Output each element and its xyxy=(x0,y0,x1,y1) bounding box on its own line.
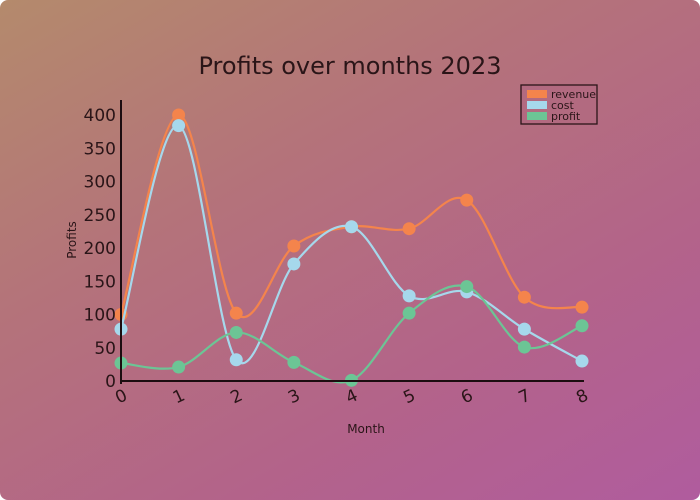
profit-marker xyxy=(229,325,243,339)
legend-swatch-cost xyxy=(527,101,547,109)
cost-marker xyxy=(575,354,589,368)
profit-line xyxy=(119,284,584,384)
profit-marker xyxy=(287,355,301,369)
x-tick-label: 5 xyxy=(400,386,418,409)
x-axis-label: Month xyxy=(347,422,385,436)
revenue-marker xyxy=(287,239,301,253)
y-tick-label: 300 xyxy=(84,173,116,193)
cost-marker xyxy=(402,289,416,303)
x-ticks: 0 1 2 3 4 5 6 7 8 xyxy=(112,386,591,409)
y-tick-label: 50 xyxy=(94,339,116,359)
profit-marker xyxy=(517,340,531,354)
legend-label-profit: profit xyxy=(551,110,581,123)
x-tick-label: 7 xyxy=(516,386,534,409)
revenue-marker xyxy=(575,300,589,314)
cost-marker xyxy=(287,257,301,271)
y-tick-label: 0 xyxy=(105,372,116,392)
y-tick-label: 100 xyxy=(84,306,116,326)
x-tick-label: 2 xyxy=(228,386,246,409)
x-tick-label: 1 xyxy=(170,386,188,409)
series-profit xyxy=(114,280,589,387)
cost-marker xyxy=(229,353,243,367)
x-tick-label: 8 xyxy=(573,386,591,409)
revenue-line xyxy=(119,113,584,318)
legend-label-revenue: revenue xyxy=(551,88,596,101)
cost-marker xyxy=(172,119,186,133)
legend-label-cost: cost xyxy=(551,99,575,112)
y-ticks: 0 50 100 150 200 250 300 350 400 xyxy=(84,106,116,392)
series-revenue xyxy=(114,108,589,321)
y-tick-label: 150 xyxy=(84,272,116,292)
profit-marker xyxy=(172,360,186,374)
cost-marker xyxy=(517,322,531,336)
y-tick-label: 350 xyxy=(84,139,116,159)
revenue-marker xyxy=(402,222,416,236)
revenue-marker xyxy=(460,193,474,207)
x-tick-label: 3 xyxy=(285,386,303,409)
series-layer xyxy=(114,108,589,387)
x-tick-label: 4 xyxy=(343,386,361,409)
y-axis-label: Profits xyxy=(65,221,79,259)
chart-title: Profits over months 2023 xyxy=(199,52,502,80)
profit-marker xyxy=(460,280,474,294)
legend-swatch-profit xyxy=(527,112,547,120)
profit-marker xyxy=(402,306,416,320)
cost-line xyxy=(119,124,584,365)
revenue-marker xyxy=(517,290,531,304)
legend-swatch-revenue xyxy=(527,90,547,98)
profit-marker xyxy=(575,319,589,333)
revenue-marker xyxy=(229,306,243,320)
y-tick-label: 200 xyxy=(84,239,116,259)
x-tick-label: 6 xyxy=(458,386,476,409)
x-tick-label: 0 xyxy=(112,386,130,409)
y-tick-label: 250 xyxy=(84,206,116,226)
cost-marker xyxy=(345,220,358,234)
y-tick-label: 400 xyxy=(84,106,116,126)
series-cost xyxy=(114,119,589,368)
revenue-marker xyxy=(172,108,186,122)
